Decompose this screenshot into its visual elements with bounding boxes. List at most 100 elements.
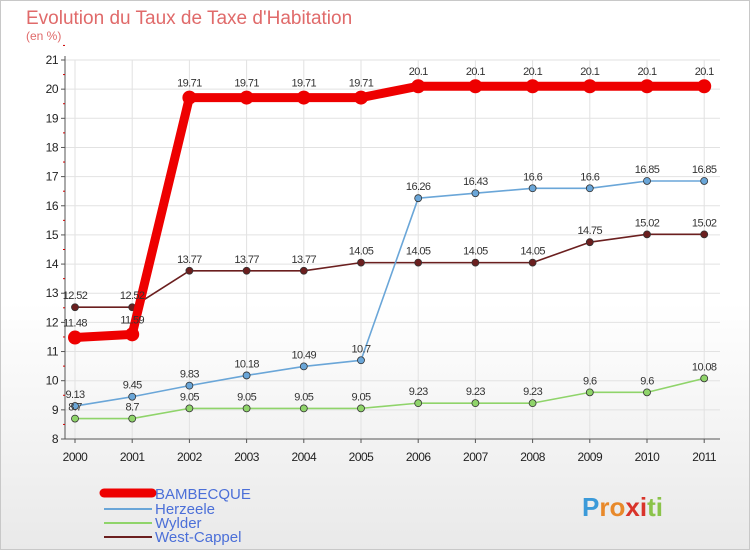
data-label-west-cappel: 15.02 [692, 217, 717, 229]
y-axis-tick-labels: 8 9 10 11 12 13 14 15 16 17 18 19 20 21 [46, 53, 60, 446]
data-point-wylder [128, 414, 137, 423]
x-tick-label: 2010 [635, 450, 661, 464]
data-label-herzeele: 9.45 [123, 380, 142, 392]
logo-letter: r [599, 492, 609, 522]
data-point-bambecque [239, 90, 254, 105]
data-label-wylder: 9.6 [640, 375, 654, 387]
data-point-wylder [471, 399, 480, 408]
data-point-west-cappel [299, 266, 308, 275]
data-point-bambecque [525, 79, 540, 94]
data-label-west-cappel: 14.05 [520, 246, 545, 258]
data-point-west-cappel [585, 238, 594, 247]
data-point-herzeele [528, 184, 537, 193]
data-label-wylder: 9.23 [523, 386, 542, 398]
y-tick-label: 16 [46, 199, 59, 213]
data-label-bambecque: 11.48 [63, 318, 87, 330]
data-point-west-cappel [643, 230, 651, 239]
data-point-bambecque [68, 330, 82, 345]
data-label-west-cappel: 13.77 [292, 254, 317, 266]
legend-label-wylder: Wylder [155, 515, 202, 532]
data-label-herzeele: 10.18 [234, 358, 259, 370]
data-point-herzeele [242, 371, 251, 380]
data-point-herzeele [585, 184, 594, 193]
y-tick-label: 15 [46, 228, 59, 242]
x-tick-label: 2004 [291, 450, 317, 464]
data-point-west-cappel [185, 266, 194, 275]
logo-letter: t [647, 492, 656, 522]
data-label-bambecque: 19.71 [234, 78, 259, 90]
data-point-west-cappel [528, 258, 537, 267]
data-point-bambecque [697, 79, 712, 94]
y-tick-label: 13 [46, 286, 59, 300]
data-point-wylder [700, 374, 709, 383]
data-point-wylder [185, 404, 194, 413]
data-labels-layer: 12.52 12.52 13.77 13.77 13.77 14.05 14.05 14.05… [63, 66, 718, 414]
data-label-herzeele: 10.7 [351, 343, 370, 355]
logo-letter: x [625, 492, 640, 522]
data-label-herzeele: 16.85 [635, 164, 660, 176]
data-point-bambecque [640, 79, 654, 94]
legend-label-west-cappel: West-Cappel [155, 529, 241, 546]
chart-subtitle: (en %) [26, 29, 61, 43]
data-point-herzeele [414, 194, 423, 203]
data-point-bambecque [411, 79, 426, 94]
data-label-herzeele: 9.13 [65, 389, 84, 401]
legend-label-bambecque: BAMBECQUE [155, 486, 251, 503]
data-point-herzeele [71, 402, 79, 410]
data-point-west-cappel [357, 258, 365, 267]
data-point-bambecque [125, 327, 140, 342]
data-label-wylder: 8.7 [125, 402, 139, 414]
data-label-herzeele: 16.26 [406, 181, 431, 193]
y-tick-label: 8 [52, 432, 59, 446]
logo-letter: i [656, 492, 663, 522]
x-axis-tick-labels: 2000 2001 2002 2003 2004 2005 2006 2007 2008 2009… [63, 450, 718, 464]
data-label-wylder: 9.05 [351, 391, 370, 403]
series-line-west-cappel [74, 233, 706, 309]
data-label-wylder: 9.23 [409, 386, 428, 398]
data-point-west-cappel [471, 258, 480, 267]
data-label-bambecque: 11.59 [120, 314, 144, 326]
series-layer [68, 79, 712, 423]
y-tick-label: 12 [46, 315, 59, 329]
data-label-wylder: 9.05 [237, 391, 256, 403]
data-point-herzeele [643, 177, 651, 185]
data-label-herzeele: 16.43 [463, 176, 488, 188]
data-point-herzeele [299, 362, 308, 371]
legend-label-herzeele: Herzeele [155, 501, 215, 518]
data-point-wylder [643, 388, 651, 397]
data-point-wylder [242, 404, 251, 413]
data-point-bambecque [296, 90, 311, 105]
y-tick-label: 18 [46, 140, 59, 154]
data-point-herzeele [700, 177, 709, 185]
x-tick-label: 2011 [692, 450, 717, 464]
data-label-wylder: 9.23 [466, 386, 485, 398]
series-line-bambecque [70, 81, 709, 343]
data-label-west-cappel: 14.75 [578, 225, 603, 237]
data-label-west-cappel: 15.02 [635, 217, 660, 229]
data-label-bambecque: 20.1 [637, 66, 656, 78]
data-point-herzeele [185, 381, 194, 390]
proxiti-logo: Proxiti [582, 492, 663, 522]
data-label-bambecque: 20.1 [580, 66, 599, 78]
data-label-west-cappel: 13.77 [234, 254, 259, 266]
y-tick-label: 21 [46, 53, 59, 67]
x-tick-label: 2009 [577, 450, 603, 464]
data-point-wylder [71, 414, 79, 423]
data-label-bambecque: 19.71 [292, 78, 317, 90]
data-label-bambecque: 20.1 [695, 66, 714, 78]
y-tick-label: 19 [46, 111, 59, 125]
data-label-herzeele: 16.6 [580, 171, 599, 183]
y-tick-label: 11 [47, 345, 59, 359]
data-label-bambecque: 19.71 [349, 78, 374, 90]
data-point-west-cappel [700, 230, 709, 239]
data-point-wylder [585, 388, 594, 397]
data-label-west-cappel: 12.52 [63, 290, 88, 302]
y-tick-label: 14 [46, 257, 59, 271]
data-label-wylder: 9.05 [294, 391, 313, 403]
y-tick-label: 10 [46, 374, 59, 388]
y-tick-label: 9 [52, 403, 59, 417]
data-label-wylder: 9.6 [583, 375, 597, 387]
logo-letter: i [640, 492, 647, 522]
gridlines [65, 59, 720, 440]
data-point-herzeele [357, 356, 365, 365]
